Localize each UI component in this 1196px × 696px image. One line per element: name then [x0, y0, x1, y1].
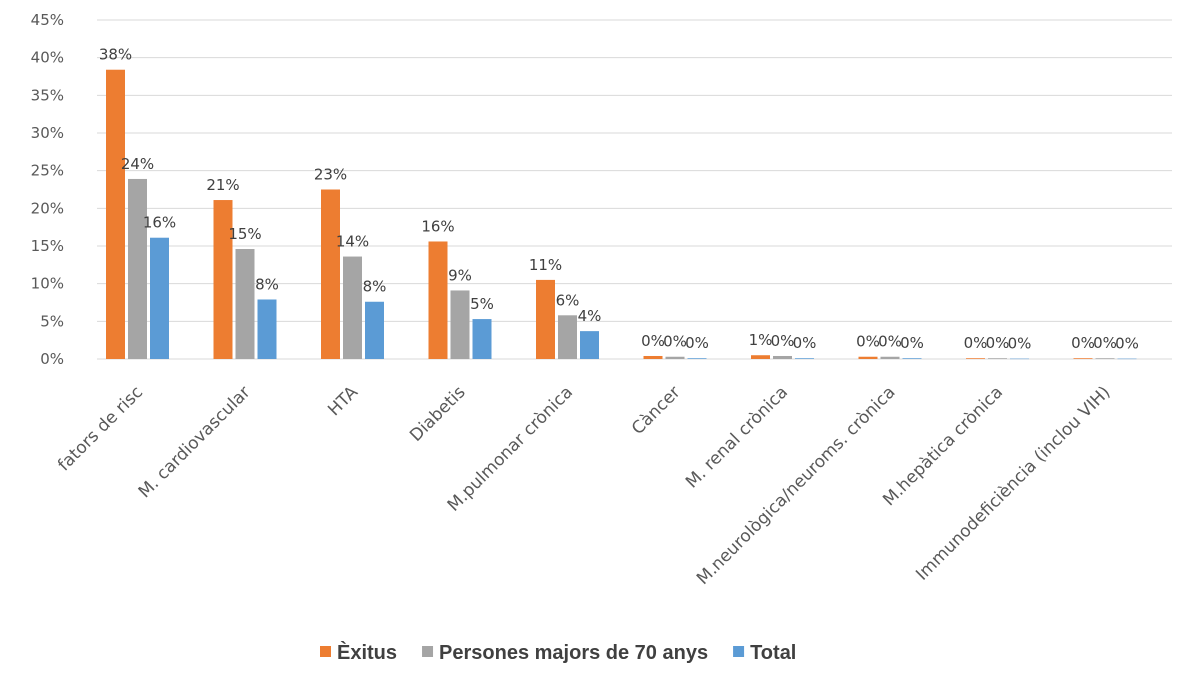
y-tick-label: 5% — [40, 312, 64, 330]
data-label: 0% — [1008, 335, 1032, 353]
data-label: 11% — [529, 256, 562, 274]
bar — [235, 249, 255, 359]
bar — [558, 315, 577, 359]
data-label: 21% — [206, 176, 239, 194]
data-label: 0% — [1093, 334, 1117, 352]
data-label: 23% — [314, 166, 347, 184]
bar — [795, 358, 814, 359]
bar — [1117, 358, 1137, 360]
bar — [106, 69, 125, 359]
data-label: 6% — [556, 291, 580, 309]
bar — [1095, 358, 1115, 359]
bar — [450, 290, 470, 359]
legend-swatch — [422, 646, 434, 657]
y-axis-ticks: 0% 5% 10% 15% 20% 25% 30% 35% 40% 45% — [31, 11, 64, 368]
category-label: HTA — [324, 382, 362, 420]
data-label: 0% — [1115, 335, 1139, 353]
y-tick-label: 40% — [31, 49, 64, 67]
category-label: fators de risc — [54, 382, 147, 475]
y-tick-label: 35% — [31, 86, 64, 104]
bar — [665, 356, 685, 359]
bar — [966, 358, 985, 359]
data-labels: 38% 24% 16% 21% 15% 8% 23% 14% 8% 16% 9% 5% 11% 6%4% 0… — [99, 46, 1139, 353]
category-label: Càncer — [628, 382, 684, 438]
bar — [428, 241, 448, 359]
data-label: 0% — [685, 334, 709, 352]
data-label: 24% — [121, 155, 154, 173]
data-label: 0% — [663, 333, 687, 351]
legend-swatch — [320, 646, 331, 657]
bar — [902, 358, 922, 359]
category-label: M. renal crònica — [682, 382, 792, 492]
legend-label: Èxitus — [337, 641, 397, 664]
data-label: 8% — [255, 275, 279, 293]
bar — [988, 358, 1007, 359]
data-label: 0% — [964, 334, 988, 352]
category-label: M. cardiovascular — [135, 382, 255, 502]
bar — [343, 256, 362, 359]
data-label: 0% — [900, 334, 924, 352]
data-label: 0% — [878, 333, 902, 351]
bar — [536, 279, 555, 359]
data-label: 0% — [856, 333, 880, 351]
bar — [580, 331, 599, 359]
data-label: 4% — [578, 307, 602, 325]
y-tick-label: 30% — [31, 124, 64, 142]
legend: Èxitus Persones majors de 70 anys Total — [320, 641, 796, 664]
bar — [321, 189, 340, 359]
y-tick-label: 45% — [31, 11, 64, 29]
data-label: 0% — [986, 334, 1010, 352]
data-label: 0% — [1071, 334, 1095, 352]
data-label: 1% — [749, 331, 773, 349]
data-label: 14% — [336, 233, 369, 251]
legend-label: Persones majors de 70 anys — [439, 642, 708, 664]
data-label: 0% — [793, 334, 817, 352]
bar — [213, 200, 233, 359]
bar — [150, 237, 169, 359]
bar — [365, 301, 384, 359]
bar — [687, 358, 707, 359]
data-label: 16% — [143, 214, 176, 232]
y-tick-label: 0% — [40, 350, 64, 368]
bar — [773, 355, 792, 359]
bar — [643, 355, 663, 359]
category-label: M.neurològica/neuroms. crònica — [693, 382, 900, 589]
y-tick-label: 10% — [31, 275, 64, 293]
category-label: Immunodeficiència (inclou VIH) — [912, 382, 1114, 584]
bar — [858, 356, 878, 359]
data-label: 0% — [641, 332, 665, 350]
bar — [128, 178, 147, 359]
data-label: 38% — [99, 46, 132, 64]
data-label: 15% — [228, 225, 261, 243]
legend-label: Total — [750, 642, 796, 664]
y-tick-label: 20% — [31, 199, 64, 217]
data-label: 0% — [771, 332, 795, 350]
legend-swatch — [733, 646, 745, 657]
bar — [1073, 358, 1093, 359]
data-label: 5% — [470, 295, 494, 313]
category-label: M.hepàtica crònica — [879, 382, 1007, 510]
bar — [751, 355, 770, 359]
bar — [257, 299, 277, 359]
bar — [880, 356, 900, 359]
y-tick-label: 15% — [31, 237, 64, 255]
data-label: 8% — [363, 278, 387, 296]
data-label: 9% — [448, 266, 472, 284]
category-label: Diabetis — [406, 382, 470, 446]
category-label: M.pulmonar crònica — [444, 382, 577, 515]
bars — [106, 69, 1137, 360]
y-tick-label: 25% — [31, 162, 64, 180]
bar — [472, 319, 492, 359]
bar — [1010, 358, 1029, 360]
data-label: 16% — [421, 217, 454, 235]
